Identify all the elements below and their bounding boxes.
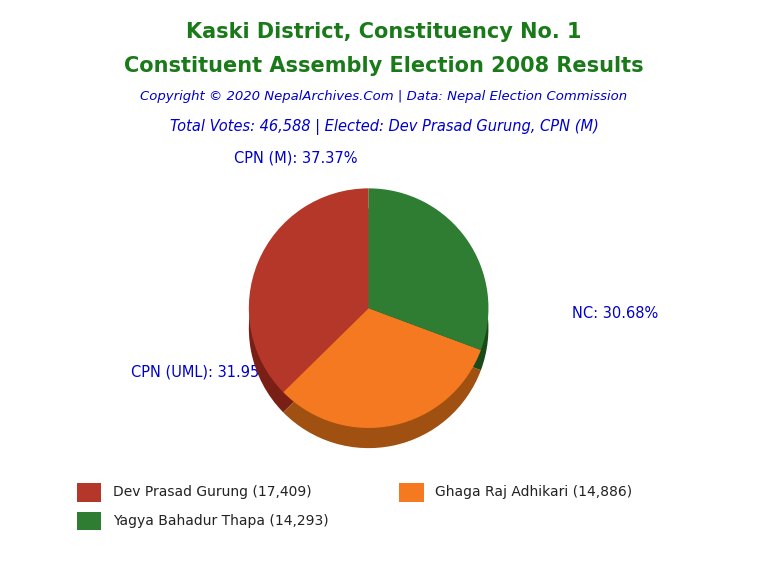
Wedge shape: [369, 209, 488, 370]
Text: Copyright © 2020 NepalArchives.Com | Data: Nepal Election Commission: Copyright © 2020 NepalArchives.Com | Dat…: [141, 90, 627, 103]
Wedge shape: [249, 188, 369, 392]
Text: Yagya Bahadur Thapa (14,293): Yagya Bahadur Thapa (14,293): [113, 514, 329, 528]
Text: Ghaga Raj Adhikari (14,886): Ghaga Raj Adhikari (14,886): [435, 486, 633, 499]
Text: Kaski District, Constituency No. 1: Kaski District, Constituency No. 1: [187, 22, 581, 41]
FancyBboxPatch shape: [77, 483, 101, 502]
Text: NC: 30.68%: NC: 30.68%: [572, 306, 658, 321]
Text: Constituent Assembly Election 2008 Results: Constituent Assembly Election 2008 Resul…: [124, 56, 644, 76]
Wedge shape: [249, 209, 369, 412]
FancyBboxPatch shape: [77, 512, 101, 530]
Wedge shape: [283, 328, 481, 448]
Text: Dev Prasad Gurung (17,409): Dev Prasad Gurung (17,409): [113, 486, 312, 499]
FancyBboxPatch shape: [399, 483, 424, 502]
Text: CPN (M): 37.37%: CPN (M): 37.37%: [234, 151, 357, 166]
Text: CPN (UML): 31.95%: CPN (UML): 31.95%: [131, 364, 273, 379]
Wedge shape: [283, 308, 481, 428]
Wedge shape: [369, 188, 488, 350]
Text: Total Votes: 46,588 | Elected: Dev Prasad Gurung, CPN (M): Total Votes: 46,588 | Elected: Dev Prasa…: [170, 119, 598, 135]
